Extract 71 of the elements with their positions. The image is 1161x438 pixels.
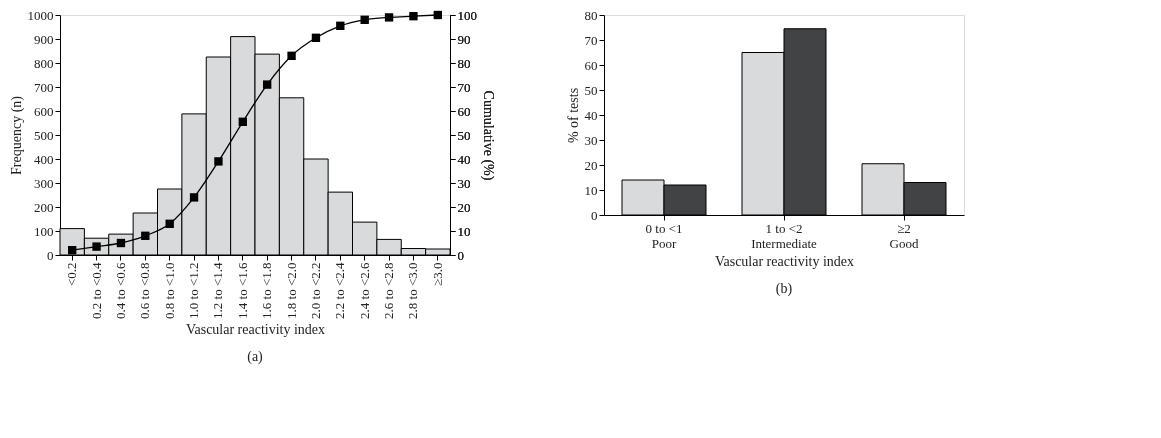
y-tick-label: 70: [584, 32, 598, 48]
x-tick-label: 2.0 to <2.2: [307, 262, 323, 319]
text: (b): [775, 281, 793, 297]
y-tick-label: 800: [34, 55, 54, 71]
y-tick-label: 700: [34, 79, 54, 95]
y2-tick-label: 70: [457, 79, 471, 95]
x-tick-label: 1.8 to <2.0: [283, 262, 299, 319]
x-tick-label: ≥3.0: [429, 262, 445, 286]
x-tick-label: 0.4 to <0.6: [112, 262, 128, 319]
point: [141, 231, 150, 240]
y-tick-label: 100: [34, 223, 54, 239]
y-tick-label: 40: [584, 107, 598, 123]
y-tick-label: 500: [34, 127, 54, 143]
y-tick-label: 80: [584, 7, 598, 23]
point: [336, 21, 345, 30]
point: [214, 157, 223, 166]
y-tick-label: 30: [584, 132, 598, 148]
y2-tick-label: 60: [457, 103, 471, 119]
x-tick-label: 0 to <1 Poor: [645, 220, 683, 251]
y-tick-label: 60: [584, 57, 598, 73]
x-axis-title: Vascular reactivity index: [185, 321, 326, 337]
y-tick-label: 0: [591, 207, 598, 223]
point: [165, 219, 174, 228]
x-axis-title: Vascular reactivity index: [714, 253, 855, 269]
x-tick-label: <0.2: [64, 262, 80, 287]
y2-tick-label: 20: [457, 199, 471, 215]
x-tick-label: 0.2 to <0.4: [88, 262, 104, 319]
point: [311, 33, 321, 42]
x-tick-label: 2.8 to <3.0: [405, 262, 421, 319]
point: [263, 80, 272, 89]
x-tick-label: 1.6 to <1.8: [259, 262, 275, 319]
y2-tick-label: 30: [457, 175, 471, 191]
text: (a): [247, 349, 264, 366]
point: [68, 246, 77, 255]
point: [409, 12, 418, 21]
y-tick-label: 300: [34, 175, 54, 191]
x-tick-label: 1.0 to <1.2: [186, 262, 202, 319]
x-tick-label: 2.2 to <2.4: [332, 262, 348, 319]
point: [384, 13, 394, 22]
y-tick-label: 400: [34, 151, 54, 167]
y2-tick-label: 40: [457, 151, 471, 167]
y2-axis-title: Cumulative (%): [480, 90, 496, 181]
y2-tick-label: 80: [457, 55, 471, 71]
x-tick-label: ≥2 Good: [889, 220, 919, 251]
y2-tick-label: 100: [457, 7, 477, 23]
point: [433, 10, 442, 20]
point: [189, 193, 199, 202]
x-tick-label: 2.6 to <2.8: [381, 262, 397, 319]
y-tick-label: 600: [34, 103, 54, 119]
y-tick-label: 1000: [27, 7, 54, 23]
y-tick-label: 10: [584, 182, 598, 198]
point: [287, 51, 296, 60]
x-tick-label: 0.8 to <1.0: [161, 262, 177, 319]
x-tick-label: 1.4 to <1.6: [234, 262, 250, 319]
y2-tick-label: 50: [457, 127, 471, 143]
y2-tick-label: 90: [457, 31, 471, 47]
x-tick-label: 0.6 to <0.8: [137, 262, 153, 319]
y2-tick-label: 10: [457, 223, 471, 239]
point: [238, 117, 247, 126]
x-tick-label: 2.4 to <2.6: [356, 262, 372, 319]
point: [360, 15, 369, 24]
x-tick-label: 1.2 to <1.4: [210, 262, 226, 319]
y-tick-label: 900: [34, 31, 54, 47]
y-tick-label: 50: [584, 82, 598, 98]
y-tick-label: 200: [34, 199, 54, 215]
x-tick-label: 1 to <2 Intermediate: [751, 220, 818, 251]
y-axis-title: % of tests: [565, 87, 581, 144]
y2-tick-label: 0: [457, 247, 464, 263]
y-tick-label: 0: [47, 247, 54, 263]
y-axis-title: Frequency (n): [8, 95, 25, 175]
y-tick-label: 20: [584, 157, 598, 173]
